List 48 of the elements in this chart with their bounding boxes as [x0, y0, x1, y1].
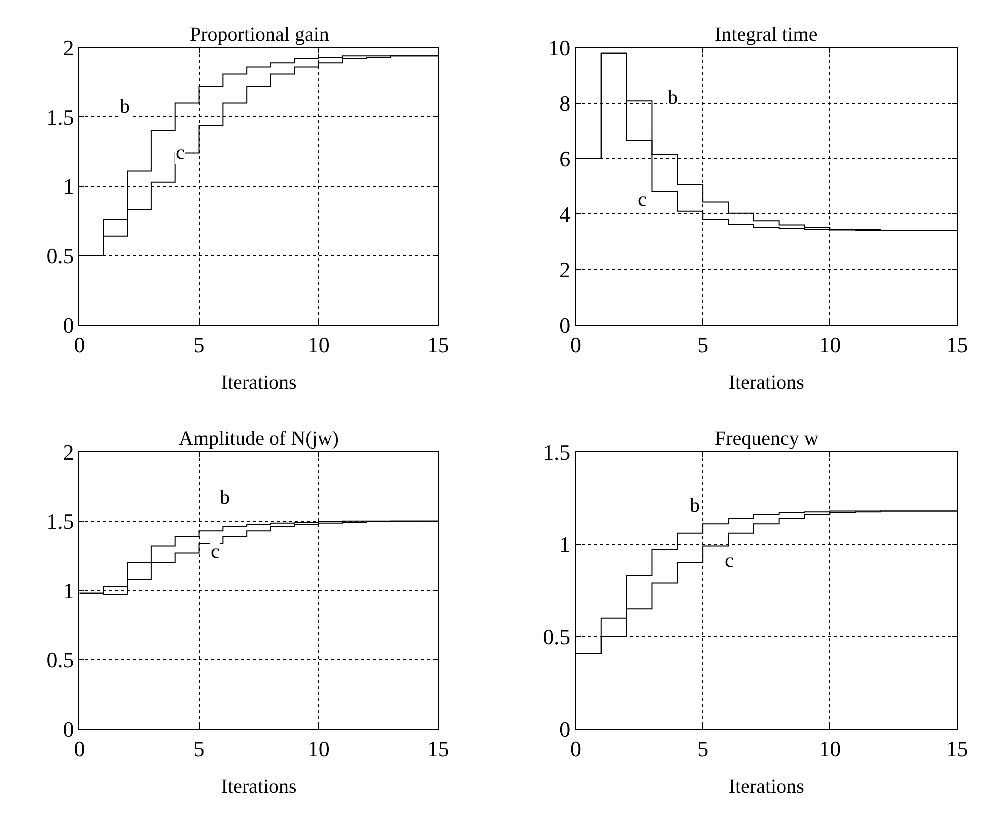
y-tick-label: 1.5	[46, 509, 74, 534]
y-tick-label: 8	[560, 91, 571, 116]
x-tick-label: 5	[698, 332, 709, 358]
series-label: c	[211, 541, 220, 563]
series-label: b	[668, 87, 678, 109]
series-label: c	[176, 142, 185, 164]
y-tick-label: 0.5	[46, 243, 74, 268]
chart-title: Proportional gain	[190, 24, 330, 46]
y-tick-label: 0	[560, 312, 571, 338]
x-tick-label: 10	[308, 736, 330, 762]
y-tick-label: 1	[560, 532, 571, 558]
y-tick-label: 0	[560, 716, 571, 742]
y-tick-label: 0.5	[543, 624, 571, 650]
series-label: c	[638, 189, 647, 211]
x-tick-label: 5	[194, 736, 205, 762]
series-label: b	[690, 495, 700, 517]
x-axis-title: Iterations	[728, 372, 805, 394]
x-tick-label: 5	[194, 332, 205, 358]
series-label: c	[725, 550, 734, 572]
chart-title: Frequency w	[715, 428, 820, 450]
x-axis-title: Iterations	[728, 776, 805, 798]
y-tick-label: 6	[560, 146, 571, 172]
y-tick-label: 4	[560, 202, 571, 227]
y-tick-label: 1.5	[46, 104, 74, 130]
y-tick-label: 2	[560, 257, 571, 282]
series-label: b	[220, 487, 230, 509]
x-tick-label: 15	[946, 332, 968, 358]
x-tick-label: 15	[427, 736, 450, 762]
y-tick-label: 0	[63, 312, 74, 338]
x-tick-label: 10	[308, 332, 330, 358]
y-tick-label: 1	[63, 174, 74, 200]
x-tick-label: 15	[946, 736, 968, 762]
x-tick-label: 10	[819, 332, 842, 358]
x-tick-label: 5	[698, 736, 709, 762]
series-label: b	[120, 96, 130, 118]
y-tick-label: 0	[63, 716, 74, 742]
x-axis-title: Iterations	[221, 776, 298, 798]
x-tick-label: 10	[819, 736, 842, 762]
y-tick-label: 10	[548, 36, 571, 61]
y-tick-label: 2	[63, 36, 74, 61]
chart-title: Integral time	[715, 24, 818, 46]
y-tick-label: 0.5	[46, 648, 74, 673]
chart-title: Amplitude of N(jw)	[179, 428, 339, 450]
y-tick-label: 2	[63, 440, 74, 465]
x-tick-label: 15	[427, 332, 450, 358]
y-tick-label: 1	[63, 578, 74, 604]
y-tick-label: 1.5	[543, 440, 571, 465]
x-axis-title: Iterations	[221, 372, 298, 394]
